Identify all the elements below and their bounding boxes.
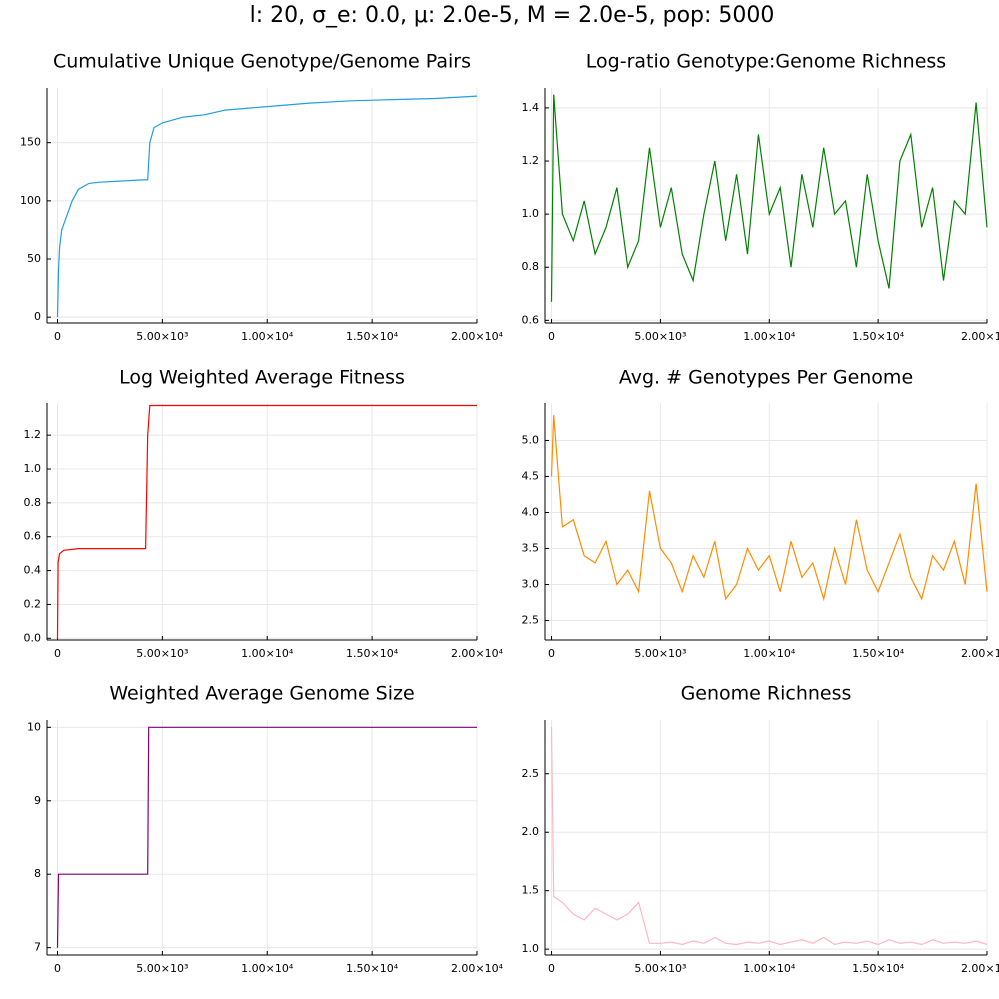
- data-line: [550, 94, 988, 302]
- x-tick-label: 2.00×10⁴: [961, 962, 999, 975]
- x-tick-label: 5.00×10³: [136, 647, 188, 660]
- x-tick-label: 2.00×10⁴: [451, 647, 504, 660]
- x-tick-label: 1.50×10⁴: [346, 330, 399, 343]
- y-tick-label: 3.5: [522, 542, 540, 555]
- x-tick-label: 5.00×10³: [634, 962, 686, 975]
- x-tick-label: 1.50×10⁴: [852, 647, 905, 660]
- subplot-title: Genome Richness: [681, 683, 852, 705]
- y-tick-label: 2.5: [522, 614, 540, 627]
- y-tick-label: 0.6: [522, 313, 540, 326]
- x-tick-label: 1.00×10⁴: [241, 647, 294, 660]
- y-tick-label: 7: [34, 941, 41, 954]
- y-tick-label: 2.5: [522, 767, 540, 780]
- subplot-title: Cumulative Unique Genotype/Genome Pairs: [53, 51, 471, 73]
- data-line: [550, 415, 988, 602]
- data-line: [56, 95, 478, 318]
- y-tick-label: 1.2: [522, 154, 540, 167]
- y-tick-label: 10: [27, 720, 41, 733]
- y-tick-label: 2.0: [522, 825, 540, 838]
- x-tick-label: 5.00×10³: [136, 962, 188, 975]
- x-tick-label: 2.00×10⁴: [451, 330, 504, 343]
- y-tick-label: 1.5: [522, 884, 540, 897]
- x-tick-label: 5.00×10³: [634, 330, 686, 343]
- y-tick-label: 1.0: [522, 207, 540, 220]
- x-tick-label: 2.00×10⁴: [961, 330, 999, 343]
- y-tick-label: 9: [34, 794, 41, 807]
- subplot-title: Log-ratio Genotype:Genome Richness: [586, 51, 946, 73]
- subplot-title: Weighted Average Genome Size: [109, 683, 414, 705]
- y-tick-label: 50: [27, 252, 41, 265]
- x-tick-label: 2.00×10⁴: [961, 647, 999, 660]
- x-tick-label: 0: [54, 647, 61, 660]
- y-tick-label: 0.8: [24, 496, 42, 509]
- y-tick-label: 8: [34, 867, 41, 880]
- y-tick-label: 1.0: [522, 942, 540, 955]
- x-tick-label: 1.00×10⁴: [743, 647, 796, 660]
- x-tick-label: 5.00×10³: [136, 330, 188, 343]
- x-tick-label: 5.00×10³: [634, 647, 686, 660]
- x-tick-label: 0: [548, 647, 555, 660]
- subplot-title: Avg. # Genotypes Per Genome: [619, 367, 913, 389]
- y-tick-label: 5.0: [522, 433, 540, 446]
- x-tick-label: 1.50×10⁴: [346, 647, 399, 660]
- y-tick-label: 4.0: [522, 505, 540, 518]
- figure-title: l: 20, σ_e: 0.0, μ: 2.0e-5, M = 2.0e-5, …: [250, 3, 775, 28]
- data-line: [56, 726, 477, 948]
- y-tick-label: 0.2: [24, 597, 42, 610]
- x-tick-label: 1.00×10⁴: [241, 962, 294, 975]
- x-tick-label: 1.00×10⁴: [241, 330, 294, 343]
- y-tick-label: 100: [20, 194, 41, 207]
- y-tick-label: 150: [20, 136, 41, 149]
- x-tick-label: 1.00×10⁴: [743, 962, 796, 975]
- x-tick-label: 0: [548, 962, 555, 975]
- x-tick-label: 1.50×10⁴: [346, 962, 399, 975]
- y-tick-label: 0.8: [522, 260, 540, 273]
- x-tick-label: 0: [548, 330, 555, 343]
- y-tick-label: 0.0: [24, 631, 42, 644]
- x-tick-label: 2.00×10⁴: [451, 962, 504, 975]
- y-tick-label: 4.5: [522, 469, 540, 482]
- x-tick-label: 1.50×10⁴: [852, 330, 905, 343]
- y-tick-label: 0: [34, 310, 41, 323]
- x-tick-label: 0: [54, 330, 61, 343]
- data-line: [550, 726, 988, 946]
- y-tick-label: 0.6: [24, 530, 42, 543]
- x-tick-label: 0: [54, 962, 61, 975]
- y-tick-label: 0.4: [24, 564, 42, 577]
- y-tick-label: 1.0: [24, 462, 42, 475]
- x-tick-label: 1.00×10⁴: [743, 330, 796, 343]
- x-tick-label: 1.50×10⁴: [852, 962, 905, 975]
- y-tick-label: 1.2: [24, 428, 42, 441]
- subplot-title: Log Weighted Average Fitness: [119, 367, 405, 389]
- y-tick-label: 1.4: [522, 101, 540, 114]
- data-line: [56, 404, 477, 639]
- y-tick-label: 3.0: [522, 578, 540, 591]
